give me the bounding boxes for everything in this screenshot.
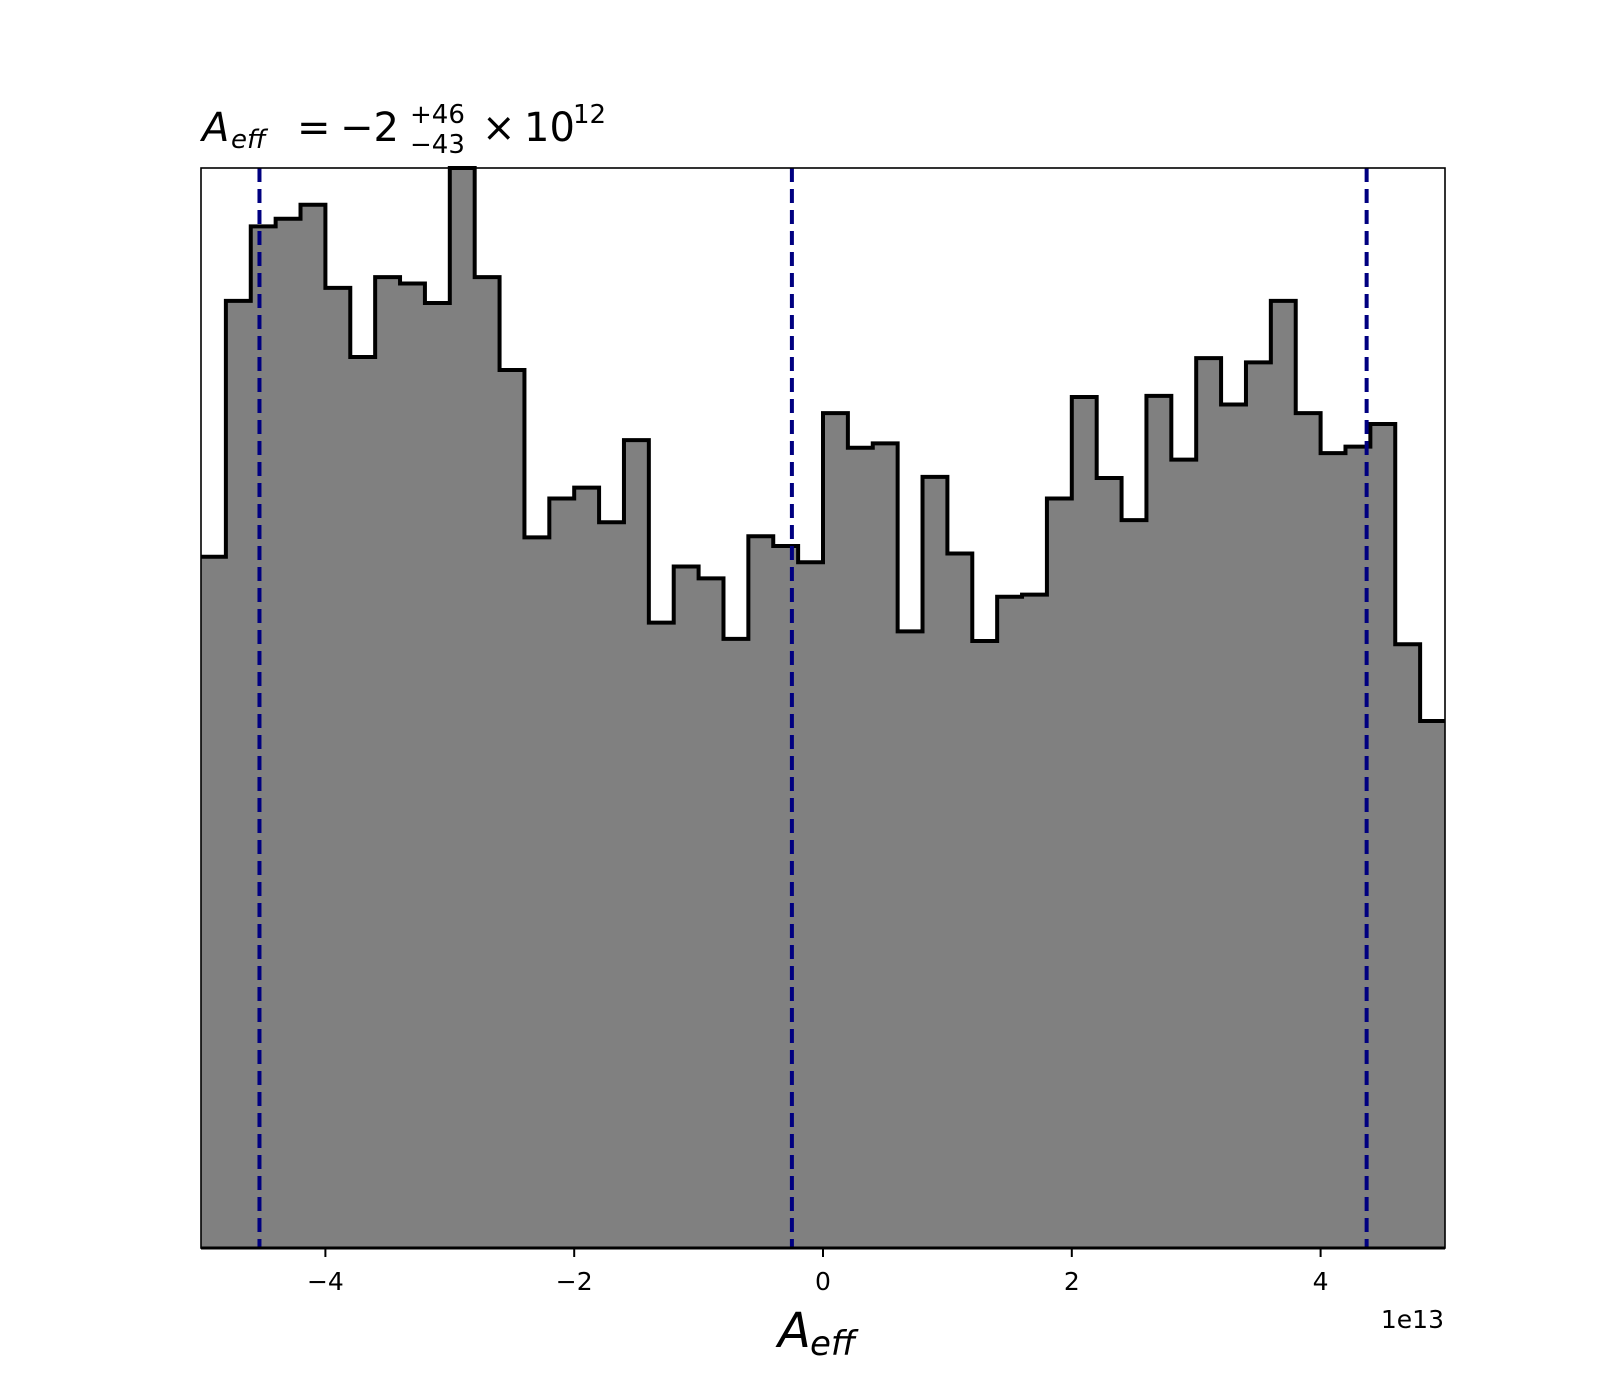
histogram-bar-30 (947, 553, 973, 1248)
histogram-bar-2 (250, 226, 276, 1248)
histogram-bar-37 (1121, 520, 1147, 1248)
histogram-bar-43 (1270, 300, 1296, 1249)
title-symbol-subscript: eff (231, 125, 269, 155)
histogram-bar-16 (599, 522, 624, 1248)
histogram-bar-15 (574, 487, 600, 1248)
histogram-bar-26 (847, 447, 873, 1249)
title-equals: = (297, 105, 331, 151)
x-axis-label-symbol: A (775, 1303, 811, 1359)
histogram-bar-28 (897, 631, 923, 1248)
histogram-bar-0 (201, 556, 226, 1248)
histogram-bar-33 (1022, 594, 1047, 1248)
histogram-bar-39 (1171, 459, 1197, 1249)
histogram-bar-34 (1046, 498, 1072, 1249)
title-base: 10 (524, 105, 575, 151)
histogram-bar-18 (648, 622, 674, 1248)
x-tick-label: −4 (307, 1267, 344, 1296)
histogram-bar-14 (549, 498, 575, 1249)
title-lower-error: −43 (410, 130, 465, 160)
histogram-bars (201, 168, 1445, 1249)
title-exponent: 12 (573, 100, 606, 130)
histogram-bar-42 (1245, 362, 1271, 1248)
histogram-bar-48 (1395, 644, 1421, 1248)
histogram-bar-17 (623, 440, 649, 1248)
histogram-bar-8 (400, 283, 425, 1248)
histogram-bar-20 (698, 578, 724, 1248)
histogram-bar-11 (474, 277, 500, 1249)
plot-area (200, 166, 1446, 1250)
histogram-bar-47 (1370, 423, 1396, 1249)
histogram-bar-22 (748, 536, 774, 1248)
x-tick-label: 2 (1064, 1267, 1080, 1296)
histogram-bar-7 (375, 277, 401, 1249)
histogram-bar-21 (723, 638, 749, 1248)
histogram-bar-36 (1096, 477, 1122, 1249)
x-tick-label: −2 (556, 1267, 593, 1296)
x-axis-offset-label: 1e13 (1381, 1305, 1444, 1334)
title-upper-error: +46 (410, 100, 465, 130)
x-tick-label: 4 (1313, 1267, 1329, 1296)
x-axis-label: A eff (775, 1303, 859, 1364)
histogram-bar-1 (225, 300, 251, 1249)
x-axis-label-subscript: eff (810, 1324, 859, 1364)
histogram-bar-38 (1146, 395, 1172, 1248)
histogram-bar-27 (872, 443, 898, 1248)
histogram-bar-19 (673, 566, 699, 1248)
chart-title: A eff = −2 +46 −43 × 10 12 (199, 100, 606, 160)
histogram-bar-10 (449, 168, 475, 1248)
histogram-bar-4 (300, 204, 326, 1249)
histogram-bar-35 (1071, 396, 1097, 1249)
title-symbol: A (199, 105, 229, 151)
histogram-bar-44 (1295, 413, 1321, 1248)
histogram-bar-6 (350, 357, 376, 1248)
histogram-step-outline (201, 166, 1445, 723)
histogram-bar-9 (424, 303, 450, 1248)
histogram-bar-24 (798, 562, 823, 1248)
histogram-bar-12 (499, 369, 525, 1249)
histogram-bar-31 (972, 641, 998, 1248)
title-value: −2 (340, 105, 399, 151)
histogram-bar-25 (823, 413, 848, 1248)
x-tick-label: 0 (815, 1267, 831, 1296)
histogram-bar-49 (1420, 720, 1445, 1248)
histogram-bar-32 (997, 596, 1023, 1248)
quantile-lines (257, 168, 1369, 1248)
title-times: × (482, 105, 516, 151)
histogram-bar-23 (773, 546, 799, 1248)
histogram-bar-29 (922, 476, 948, 1248)
histogram-bar-40 (1196, 358, 1222, 1249)
histogram-bar-45 (1320, 453, 1346, 1248)
x-axis-ticks: −4 −2 0 2 4 (307, 1248, 1329, 1296)
histogram-bar-5 (325, 287, 351, 1248)
histogram-bar-41 (1221, 404, 1246, 1248)
histogram-bar-3 (275, 218, 301, 1248)
histogram-bar-13 (524, 537, 550, 1248)
